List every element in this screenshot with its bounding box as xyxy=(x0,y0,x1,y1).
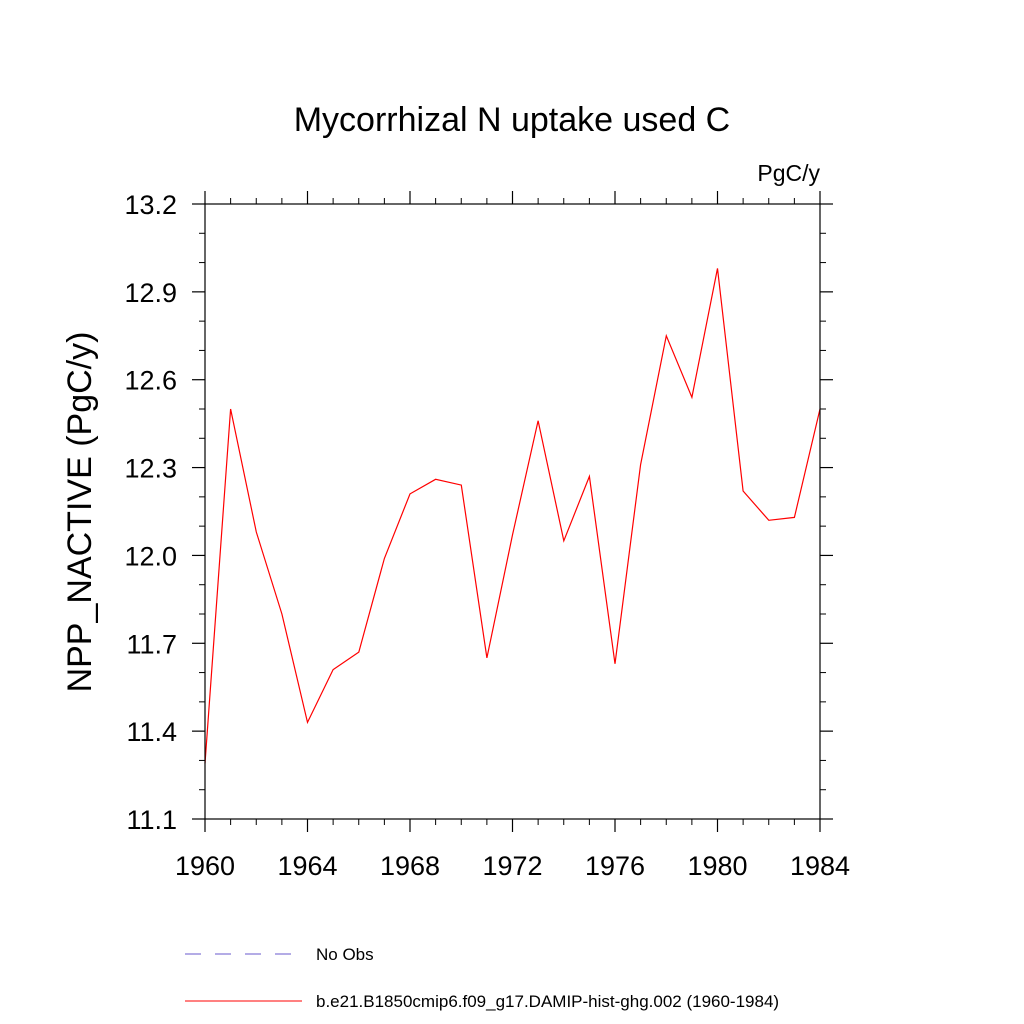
y-tick-label: 12.6 xyxy=(124,366,177,396)
y-tick-label: 11.7 xyxy=(126,629,177,659)
series-layer xyxy=(204,268,821,764)
x-tick-label: 1976 xyxy=(585,851,645,881)
y-tick-label: 12.0 xyxy=(124,541,177,571)
x-tick-label: 1960 xyxy=(175,851,235,881)
x-tick-label: 1968 xyxy=(380,851,440,881)
y-tick-label: 12.3 xyxy=(124,454,177,484)
chart-title: Mycorrhizal N uptake used C xyxy=(294,101,731,139)
y-tick-labels: 11.1 11.4 11.7 12.0 12.3 12.6 12.9 13.2 xyxy=(124,190,177,835)
legend: No Obs b.e21.B1850cmip6.f09_g17.DAMIP-his… xyxy=(185,945,779,1011)
x-tick-label: 1984 xyxy=(790,851,850,881)
y-tick-label: 11.4 xyxy=(126,717,177,747)
y-tick-label: 11.1 xyxy=(126,805,177,835)
x-tick-label: 1964 xyxy=(277,851,337,881)
legend-label: b.e21.B1850cmip6.f09_g17.DAMIP-hist-ghg.… xyxy=(316,992,779,1011)
units-label: PgC/y xyxy=(757,160,820,186)
series-line xyxy=(204,268,821,764)
axis-ticks xyxy=(192,191,833,832)
legend-label: No Obs xyxy=(316,945,374,964)
y-tick-label: 12.9 xyxy=(124,278,177,308)
plot-frame xyxy=(204,203,821,820)
x-tick-labels: 1960 1964 1968 1972 1976 1980 1984 xyxy=(175,851,850,881)
y-tick-label: 13.2 xyxy=(124,190,177,220)
y-axis-title: NPP_NACTIVE (PgC/y) xyxy=(61,332,99,693)
x-tick-label: 1972 xyxy=(482,851,542,881)
x-tick-label: 1980 xyxy=(687,851,747,881)
